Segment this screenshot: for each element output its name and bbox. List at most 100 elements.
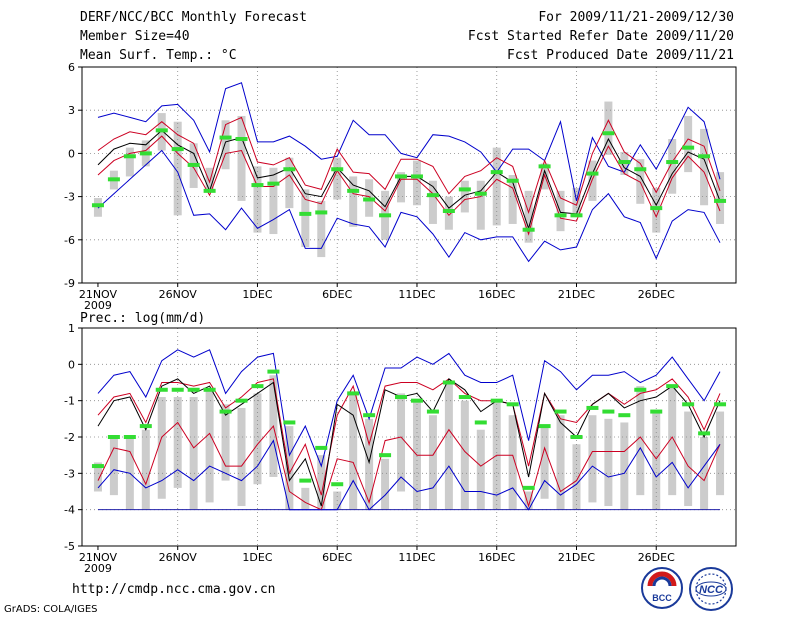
forecast-period-label: For 2009/11/21-2009/12/30 (538, 10, 734, 25)
panel2-x-tick-label: 6DEC (322, 551, 352, 564)
panel2-observed-marker (235, 398, 248, 403)
panel1-observed-marker (522, 227, 535, 232)
panel2-x-tick-sublabel: 2009 (84, 562, 112, 575)
panel2-observed-marker (426, 409, 439, 414)
panel1-series-ensemble-lower (97, 135, 721, 236)
panel1-observed-marker (666, 160, 679, 165)
panel1-y-tick-label: 6 (68, 61, 75, 74)
panel1-x-tick-sublabel: 2009 (84, 299, 112, 312)
panel2-y-tick-label: 0 (68, 358, 75, 371)
panel1-observed-marker (299, 211, 312, 216)
panel1-series-ensemble-min (97, 149, 721, 263)
panel2-series-ensemble-lower (97, 421, 721, 511)
panel1-x-tick-label: 21NOV (79, 288, 118, 301)
panel2-observed-marker (410, 398, 423, 403)
panel1-x-tick-label: 26NOV (159, 288, 198, 301)
panel1-observed-marker (586, 171, 599, 176)
bcc-logo-text: BCC (652, 593, 672, 603)
panel1-range-box (349, 176, 358, 227)
panel2-x-tick-label: 21NOV (79, 551, 118, 564)
panel1-observed-marker (107, 177, 120, 182)
panel2-y-tick-label: -4 (64, 504, 75, 517)
panel1-range-box (205, 167, 214, 191)
panel1-observed-marker (458, 187, 471, 192)
panel2-range-box (428, 415, 437, 510)
panel1-observed-marker (682, 145, 695, 150)
panel2-y-tick-label: -5 (64, 540, 75, 553)
panel2-range-box (301, 487, 310, 510)
panel1-observed-marker (714, 198, 727, 203)
panel1-range-box (237, 115, 246, 201)
panel2-range-box (349, 393, 358, 510)
panel2-observed-marker (506, 402, 519, 407)
panel1-observed-marker (331, 167, 344, 172)
panel2-x-tick-label: 1DEC (242, 551, 272, 564)
panel2-range-box (189, 397, 198, 510)
panel2-series-ensemble-upper (97, 378, 721, 496)
panel1-range-box (397, 172, 406, 203)
panel2-range-box (476, 429, 485, 510)
panel2-x-tick-label: 11DEC (398, 551, 435, 564)
panel2-observed-marker (139, 424, 152, 429)
panel1-range-box (301, 189, 310, 247)
panel2-range-box (636, 386, 645, 496)
panel1-observed-marker (426, 193, 439, 198)
panel2-range-box (397, 393, 406, 492)
panel1-range-box (636, 159, 645, 204)
panel2-observed-marker (586, 405, 599, 410)
panel1-observed-marker (139, 151, 152, 156)
panel1-observed-marker (203, 188, 216, 193)
panel2-observed-marker (379, 453, 392, 458)
panel2-range-box (365, 418, 374, 510)
panel1-observed-marker (267, 181, 280, 186)
panel1-plot-frame (81, 66, 737, 284)
panel2-observed-marker (395, 395, 408, 400)
grads-credit: GrADS: COLA/IGES (4, 604, 98, 615)
panel2-observed-marker (442, 380, 455, 385)
panel2-range-box (141, 429, 150, 510)
panel1-observed-marker (395, 174, 408, 179)
panel2-y-tick-label: 1 (68, 322, 75, 335)
panel1-range-box (604, 101, 613, 155)
panel2-observed-marker (123, 435, 136, 439)
panel2-observed-marker (299, 478, 312, 483)
panel2-observed-marker (171, 387, 184, 392)
panel1-y-tick-label: -3 (64, 191, 75, 204)
panel2-observed-marker (538, 424, 551, 429)
panel2-observed-marker (634, 387, 647, 392)
panel2-range-box (716, 411, 725, 496)
panel1-range-box (508, 175, 517, 224)
panel1-observed-marker (219, 135, 232, 140)
panel1-observed-marker (618, 160, 631, 165)
panel2-observed-marker (331, 482, 344, 487)
panel1-range-box (684, 115, 693, 173)
panel1-y-tick-label: 0 (68, 147, 75, 160)
panel2-range-box (460, 400, 469, 510)
panel1-range-box (444, 196, 453, 230)
panel1-observed-marker (538, 164, 551, 169)
panel2-range-box (604, 418, 613, 507)
panel1-range-box (700, 128, 709, 206)
panel1-range-box (333, 157, 342, 200)
panel2-range-box (508, 415, 517, 510)
panel2-observed-marker (347, 391, 360, 396)
panel2-range-box (620, 422, 629, 510)
panel1-x-tick-label: 1DEC (242, 288, 272, 301)
panel2-observed-marker (283, 420, 296, 425)
panel1-range-box (588, 160, 597, 201)
panel1-range-box (572, 187, 581, 217)
panel1-y-tick-label: -9 (64, 277, 75, 290)
chart-title: DERF/NCC/BCC Monthly Forecast (80, 10, 307, 25)
panel1-range-box (317, 200, 326, 258)
panel1-observed-marker (363, 197, 376, 202)
panel2-observed-marker (187, 387, 200, 392)
panel1-x-tick-label: 16DEC (478, 288, 515, 301)
panel1-observed-marker (570, 213, 583, 218)
panel1-range-box (524, 190, 533, 243)
panel1-range-box (269, 167, 278, 235)
panel2-observed-marker (554, 409, 567, 414)
panel2-range-box (253, 393, 262, 485)
panel2-observed-marker (219, 409, 232, 414)
panel1-observed-marker (506, 178, 519, 183)
panel2-range-box (540, 426, 549, 499)
